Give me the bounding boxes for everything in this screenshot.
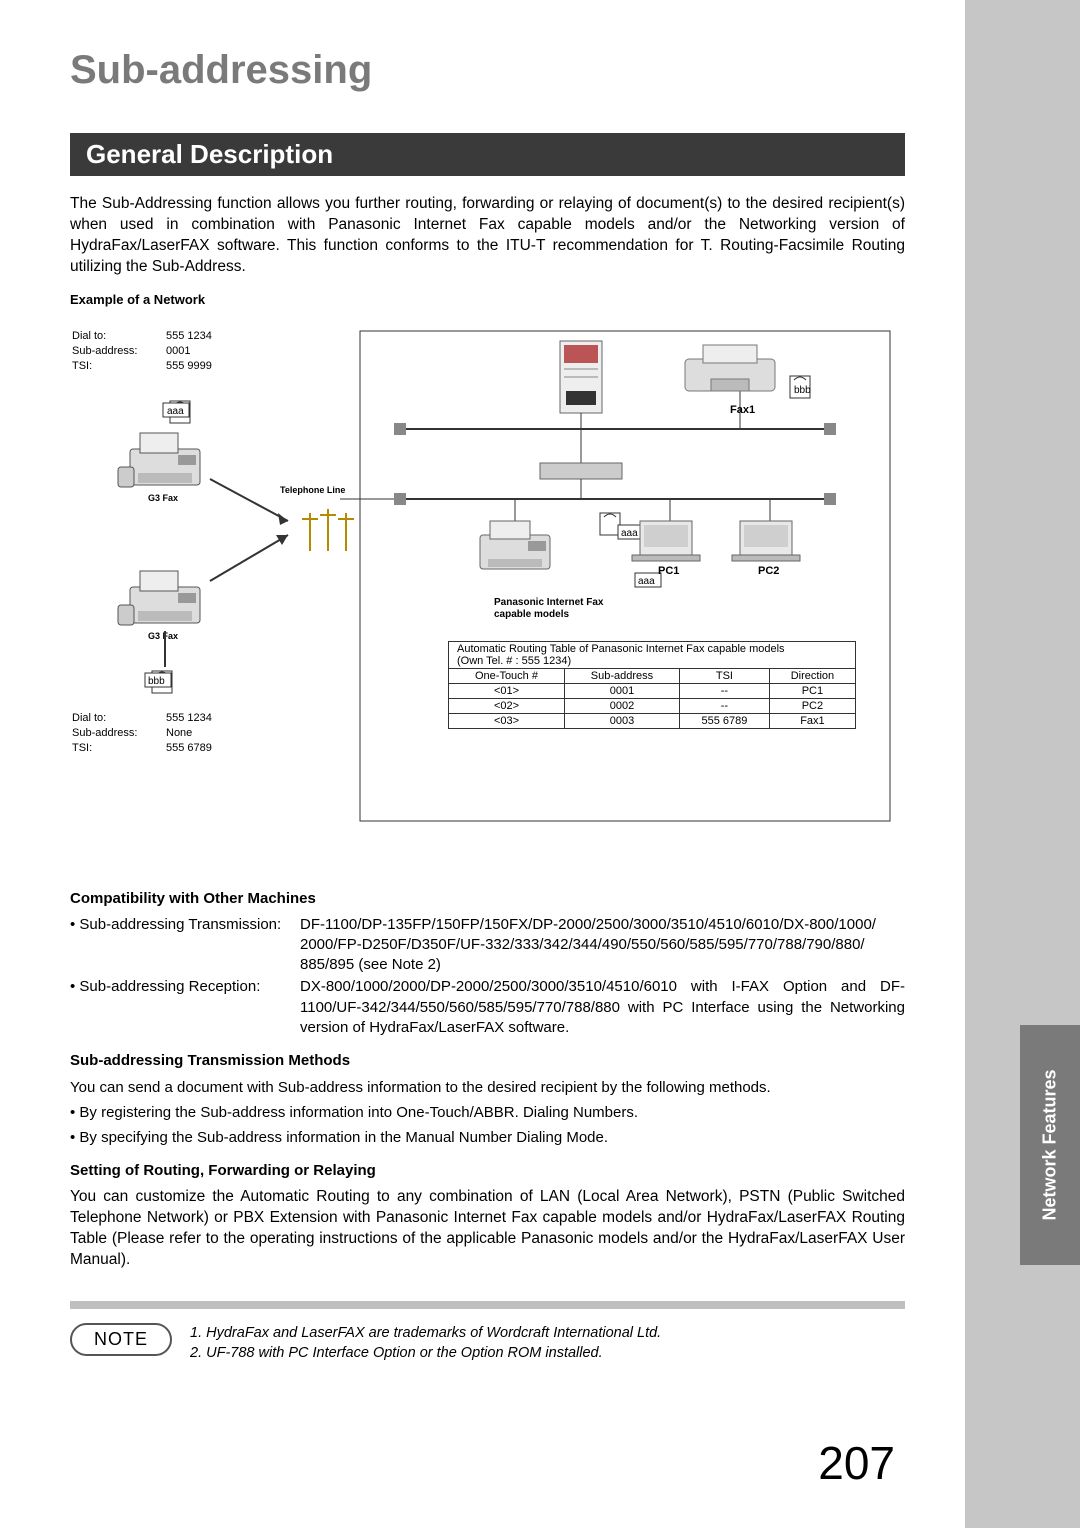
note-badge: NOTE	[70, 1323, 172, 1356]
svg-text:Telephone Line: Telephone Line	[280, 485, 345, 495]
svg-text:aaa: aaa	[167, 406, 184, 417]
compat-rx-row: • Sub-addressing Reception: DX-800/1000/…	[70, 977, 905, 1038]
side-tab: Network Features	[1020, 1025, 1080, 1265]
divider-bar	[70, 1301, 905, 1309]
svg-text:555 9999: 555 9999	[166, 360, 212, 372]
note-block: NOTE 1. HydraFax and LaserFAX are tradem…	[70, 1323, 905, 1364]
svg-text:Sub-address:: Sub-address:	[72, 345, 137, 357]
svg-text:capable models: capable models	[494, 609, 569, 620]
svg-text:aaa: aaa	[638, 576, 655, 587]
network-diagram: Fax1 bbb aaa aaa Panasonic Internet	[70, 321, 900, 861]
svg-text:Dial to:: Dial to:	[72, 712, 106, 724]
svg-text:Dial to:: Dial to:	[72, 330, 106, 342]
svg-text:TSI:: TSI:	[72, 360, 92, 372]
section-header: General Description	[70, 133, 905, 176]
methods-heading: Sub-addressing Transmission Methods	[70, 1052, 905, 1069]
svg-text:None: None	[166, 727, 192, 739]
svg-text:Panasonic Internet Fax: Panasonic Internet Fax	[494, 597, 604, 608]
methods-line3: • By specifying the Sub-address informat…	[70, 1127, 905, 1149]
svg-text:Sub-address:: Sub-address:	[72, 727, 137, 739]
routing-text: You can customize the Automatic Routing …	[70, 1187, 905, 1271]
methods-line2: • By registering the Sub-address informa…	[70, 1102, 905, 1124]
page: Sub-addressing General Description The S…	[0, 0, 965, 1528]
intro-paragraph: The Sub-Addressing function allows you f…	[70, 194, 905, 278]
svg-text:bbb: bbb	[148, 676, 165, 687]
doc-bbb-label: bbb	[794, 385, 811, 396]
compat-tx-label: • Sub-addressing Transmission:	[70, 915, 300, 976]
svg-text:PC2: PC2	[758, 565, 779, 577]
svg-text:555 1234: 555 1234	[166, 712, 212, 724]
compat-rx-label: • Sub-addressing Reception:	[70, 977, 300, 1038]
svg-text:G3 Fax: G3 Fax	[148, 493, 178, 503]
svg-text:G3 Fax: G3 Fax	[148, 631, 178, 641]
compat-rx-value: DX-800/1000/2000/DP-2000/2500/3000/3510/…	[300, 977, 905, 1038]
note-text: 1. HydraFax and LaserFAX are trademarks …	[190, 1323, 661, 1364]
side-tab-label: Network Features	[1040, 1069, 1061, 1220]
svg-text:555 1234: 555 1234	[166, 330, 212, 342]
note-2: 2. UF-788 with PC Interface Option or th…	[190, 1343, 661, 1363]
side-panel: Network Features	[965, 0, 1080, 1528]
note-1: 1. HydraFax and LaserFAX are trademarks …	[190, 1323, 661, 1343]
svg-text:555 6789: 555 6789	[166, 742, 212, 754]
svg-text:PC1: PC1	[658, 565, 679, 577]
page-number: 207	[818, 1436, 895, 1490]
page-title: Sub-addressing	[70, 48, 905, 93]
methods-line1: You can send a document with Sub-address…	[70, 1077, 905, 1099]
fax1-label: Fax1	[730, 404, 755, 416]
svg-text:aaa: aaa	[621, 528, 638, 539]
compat-heading: Compatibility with Other Machines	[70, 890, 905, 907]
routing-heading: Setting of Routing, Forwarding or Relayi…	[70, 1162, 905, 1179]
svg-text:TSI:: TSI:	[72, 742, 92, 754]
routing-table: Automatic Routing Table of Panasonic Int…	[448, 641, 856, 729]
example-label: Example of a Network	[70, 292, 905, 307]
compat-tx-row: • Sub-addressing Transmission: DF-1100/D…	[70, 915, 905, 976]
svg-text:0001: 0001	[166, 345, 190, 357]
compat-tx-value: DF-1100/DP-135FP/150FP/150FX/DP-2000/250…	[300, 915, 905, 976]
